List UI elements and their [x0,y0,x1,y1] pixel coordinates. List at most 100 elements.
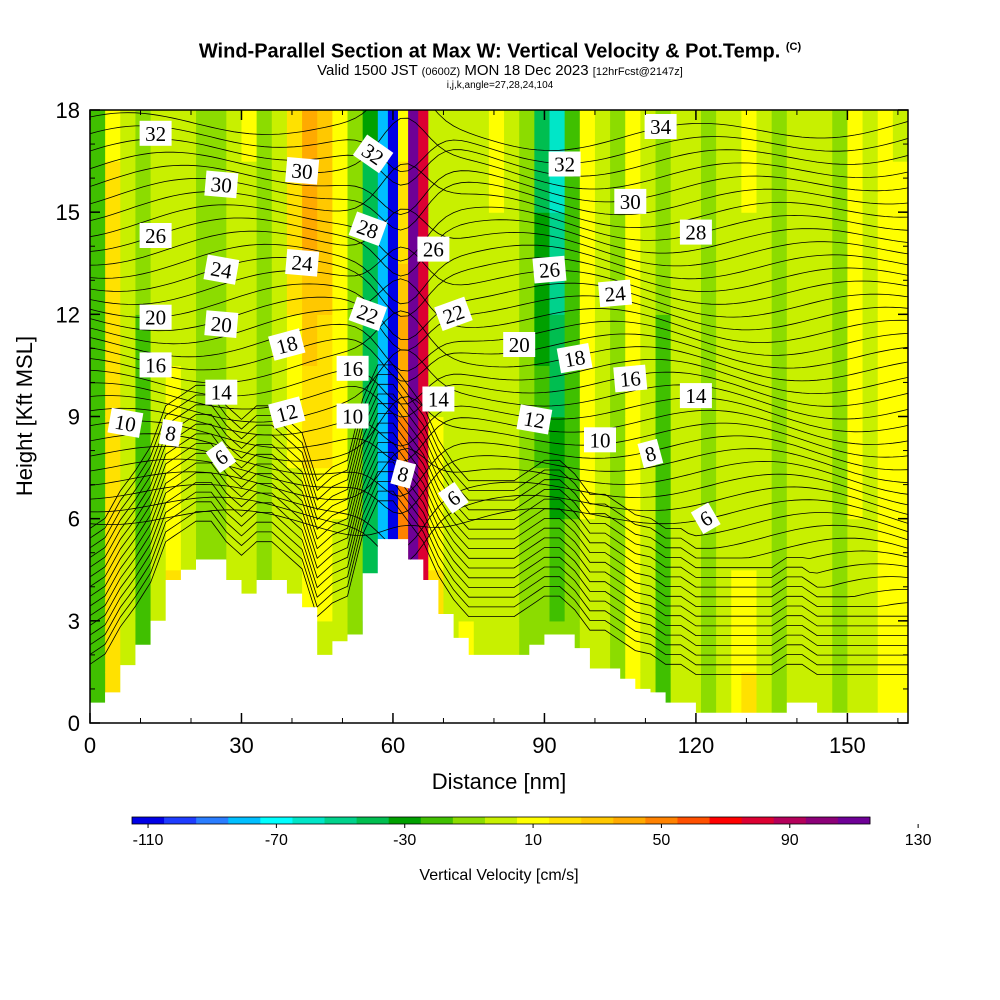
colorbar-swatch [420,817,454,824]
contour-label-box [613,364,648,393]
velocity-cell [877,620,894,673]
velocity-cell [286,518,303,571]
contour-label-box [348,296,388,332]
contour-label-box [139,120,172,146]
velocity-cell [716,416,732,469]
velocity-cell [741,212,758,264]
velocity-cell [408,263,419,315]
contour-label: 24 [203,254,240,285]
contour-label-box [139,352,172,378]
velocity-cell [443,110,460,162]
velocity-cell [741,110,758,162]
contour-label: 20 [503,332,536,357]
theta-contour [90,349,908,423]
colorbar-swatch [196,817,229,824]
contour-label-box [390,459,417,489]
contour-label-text: 10 [342,405,363,429]
theta-contour [90,499,908,536]
theta-contour [90,397,908,447]
theta-contour [90,164,908,216]
velocity-cell [756,212,773,264]
velocity-cell [564,416,581,469]
velocity-cell [120,161,137,213]
velocity-cell [801,263,818,315]
contour-label-box [679,383,712,409]
velocity-cell [165,161,182,213]
velocity-cell [90,314,106,367]
velocity-cell [716,161,732,213]
velocity-cell [120,620,137,673]
velocity-cell [488,569,505,622]
colorbar-label: 50 [653,832,671,849]
velocity-cell [271,518,288,571]
colorbar-swatch [228,817,261,824]
velocity-cell [534,569,551,622]
velocity-cell [564,467,581,520]
velocity-cell [504,518,520,571]
copyright-mark: (C) [785,41,802,53]
velocity-cell [862,671,879,723]
velocity-cell [594,212,611,264]
theta-contour [90,471,908,646]
velocity-cell [610,569,626,622]
velocity-cell [786,620,803,673]
velocity-cell [120,518,137,571]
velocity-cell [786,569,803,622]
x-tick-label: 0 [84,733,96,758]
axes: 0 30 60 90 120 150 0 3 6 9 12 15 18 [56,98,908,758]
velocity-cell [877,671,894,723]
velocity-cell [685,263,702,315]
velocity-cell [458,161,475,213]
velocity-cell [862,569,879,622]
contour-label-box [107,407,144,438]
velocity-cell [877,314,894,367]
velocity-cell [731,569,742,622]
velocity-cell [771,161,788,213]
velocity-cell [832,110,849,162]
velocity-cell [817,365,833,418]
velocity-cell [610,467,626,520]
colorbar-title: Vertical Velocity [cm/s] [419,867,578,884]
velocity-cell [579,110,596,162]
velocity-cell [771,263,788,315]
velocity-cell [443,416,460,469]
velocity-cell [256,212,273,264]
velocity-cell [387,212,399,264]
theta-contour [90,320,908,372]
contour-label: 6 [205,441,237,473]
contour-label-text: 30 [210,172,233,198]
colorbar-frame [131,816,871,825]
velocity-cell [150,161,167,213]
theta-contour [90,371,908,418]
velocity-cell [519,263,535,315]
velocity-cell [862,467,879,520]
velocity-cell [771,110,788,162]
velocity-cell [473,467,490,520]
velocity-cell [862,263,879,315]
theta-contour [90,473,908,549]
contour-label: 28 [679,219,712,245]
contour-label-text: 28 [685,221,706,245]
velocity-cell [488,263,505,315]
contour-label-box [139,304,172,330]
velocity-cell [473,569,490,622]
contour-label: 6 [690,502,721,535]
velocity-cell [241,467,258,520]
velocity-cell [756,110,773,162]
velocity-cell [362,518,379,571]
theta-contour [90,364,908,537]
velocity-cell [817,518,833,571]
velocity-cell [817,620,833,673]
chart-title: Wind-Parallel Section at Max W: Vertical… [0,36,1000,63]
velocity-cell [594,365,611,418]
contour-label-text: 16 [619,366,642,392]
velocity-cell [488,416,505,469]
velocity-cell [700,569,717,622]
velocity-cell [135,569,152,622]
velocity-cell [519,365,535,418]
velocity-cell [473,314,490,367]
velocity-cell [771,416,788,469]
y-tick-label: 0 [68,711,80,736]
y-axis-title: Height [Kft MSL] [12,336,37,496]
velocity-cell [801,467,818,520]
